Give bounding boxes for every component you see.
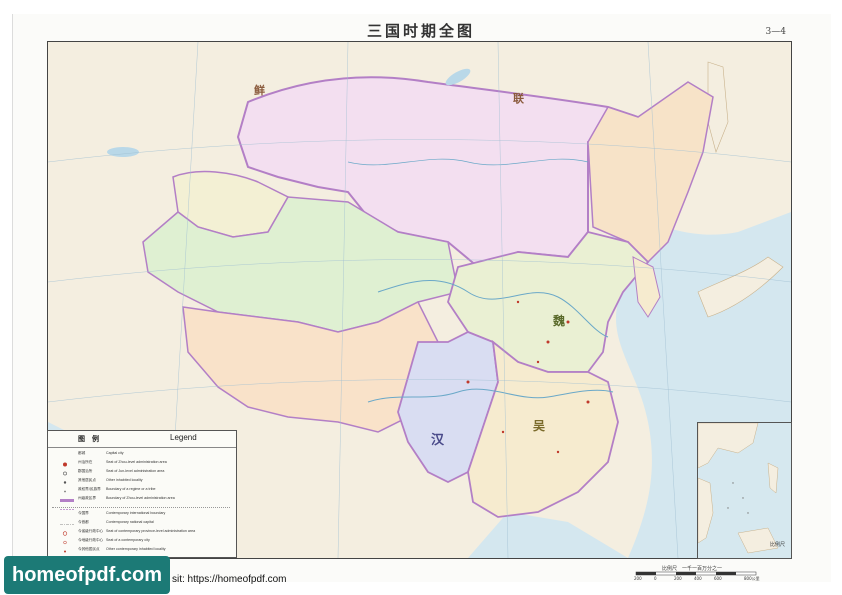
- legend-row-cn: 州治所在: [78, 460, 93, 464]
- homeofpdf-badge[interactable]: homeofpdf.com: [4, 556, 170, 594]
- korea-peninsula: [632, 256, 661, 318]
- legend-row-cn: 今其他居民点: [78, 547, 100, 551]
- yangtze-river: [367, 388, 614, 403]
- legend-row: 今省级行政中心 Seat of contemporary province-le…: [54, 529, 234, 545]
- legend-row-en: Seat of Zhou-level administration area: [106, 460, 167, 464]
- scale-tick: 600: [714, 576, 722, 581]
- legend-row-cn: 今首都: [78, 520, 89, 524]
- label-wei: 魏: [553, 314, 566, 328]
- legend-row-en: Capital city: [106, 451, 124, 455]
- legend-row-cn: 郡国治所: [78, 469, 93, 473]
- legend-row: 州治所在 Seat of Zhou-level administration a…: [54, 460, 234, 476]
- city-markers: [466, 300, 590, 454]
- legend-row: 都城 Capital city: [54, 451, 234, 467]
- graticule: [48, 42, 791, 558]
- label-han: 汉: [431, 433, 445, 448]
- legend-row-cn: 今省级行政中心: [78, 529, 104, 533]
- regime-boundary-symbol: [60, 488, 74, 502]
- zhou-boundary-symbol: [60, 497, 74, 510]
- legend-row-cn: 州级政区界: [78, 496, 96, 500]
- page-title: 三国时期全图: [366, 22, 475, 40]
- scale-ruler: [635, 571, 757, 576]
- inset-scale-label: 比例尺: [769, 542, 785, 548]
- scale-tick: 800公里: [744, 576, 760, 581]
- legend-title: 图 例: [78, 434, 99, 443]
- province-seat-symbol: [60, 530, 74, 545]
- legend-row: 州级政区界 Boundary of Zhou-level administrat…: [54, 496, 234, 510]
- scale-tick: 200: [634, 576, 642, 581]
- scale-tick: 400: [694, 576, 702, 581]
- map-frame[interactable]: 鲜 联 汉 吴 魏: [47, 41, 792, 559]
- south-china-sea-inset[interactable]: 比例尺: [697, 422, 792, 559]
- legend-row-cn: 都城: [78, 451, 86, 455]
- city-seat-symbol: [60, 539, 74, 553]
- locality-symbol: [60, 479, 74, 493]
- legend-row: 今首都 Contemporary national capital: [54, 520, 234, 536]
- inset-map: [698, 423, 779, 554]
- label-wu: 吴: [533, 419, 546, 433]
- legend-row-en: Seat of Jun-level administration area: [106, 469, 165, 473]
- scale-tick: 200: [674, 576, 682, 581]
- balkhash-lake: [107, 147, 139, 157]
- region-fuyu: [587, 81, 714, 264]
- legend-row: 今地级行政中心 Seat of a contemporary city: [54, 538, 234, 553]
- zhou-seat-symbol: [60, 461, 74, 476]
- legend-row-cn: 政权界/民族界: [78, 487, 101, 491]
- label-lian: 联: [513, 92, 524, 105]
- legend-row-en: Seat of contemporary province-level admi…: [106, 529, 196, 533]
- legend-row-en: Other inhabited locality: [106, 478, 143, 482]
- region-wu: [467, 339, 619, 518]
- intl-boundary-symbol: [60, 512, 74, 525]
- northern-river: [347, 158, 589, 166]
- legend-row-en: Boundary of a regime or a tribe: [106, 487, 156, 491]
- legend-row-en: Boundary of Zhou-level administration ar…: [106, 496, 175, 500]
- scale-bar: 比例尺 一千一百万分之一 200 0 200 400 600 800公里: [632, 565, 778, 581]
- japan-islands: [697, 256, 784, 318]
- legend-row-cn: 今国界: [78, 511, 89, 515]
- legend-row-cn: 今地级行政中心: [78, 538, 104, 542]
- legend-row: 郡国治所 Seat of Jun-level administration ar…: [54, 469, 234, 484]
- scale-label: 比例尺 一千一百万分之一: [662, 566, 723, 572]
- legend: 图 例 Legend 都城 Capital city 州治所在 Seat of …: [47, 430, 237, 562]
- legend-row-en: Other contemporary inhabited locality: [106, 547, 166, 551]
- baikal-lake: [445, 68, 471, 86]
- legend-row: 其他居民点 Other inhabited locality: [54, 478, 234, 493]
- legend-title-en: Legend: [170, 433, 197, 442]
- contemporary-locality-symbol: [60, 548, 74, 562]
- national-capital-symbol: [60, 521, 74, 536]
- legend-row-en: Contemporary international boundary: [106, 511, 166, 515]
- capital-symbol: [60, 452, 74, 467]
- legend-row: 政权界/民族界 Boundary of a regime or a tribe: [54, 487, 234, 502]
- jun-seat-symbol: [60, 470, 74, 484]
- scale-tick: 0: [654, 576, 657, 581]
- legend-header: 图 例 Legend: [48, 431, 236, 448]
- legend-row-en: Seat of a contemporary city: [106, 538, 150, 542]
- sea-bottom: [468, 512, 628, 558]
- legend-row-cn: 其他居民点: [78, 478, 96, 482]
- legend-row-en: Contemporary national capital: [106, 520, 154, 524]
- visit-link-text[interactable]: sit: https://homeofpdf.com: [172, 574, 287, 585]
- legend-row: 今国界 Contemporary international boundary: [54, 511, 234, 525]
- yellow-river: [377, 279, 609, 338]
- label-xianbei: 鲜: [254, 84, 265, 97]
- legend-row: 今其他居民点 Other contemporary inhabited loca…: [54, 547, 234, 562]
- page-number: 3—4: [765, 27, 786, 37]
- legend-divider: [52, 507, 230, 508]
